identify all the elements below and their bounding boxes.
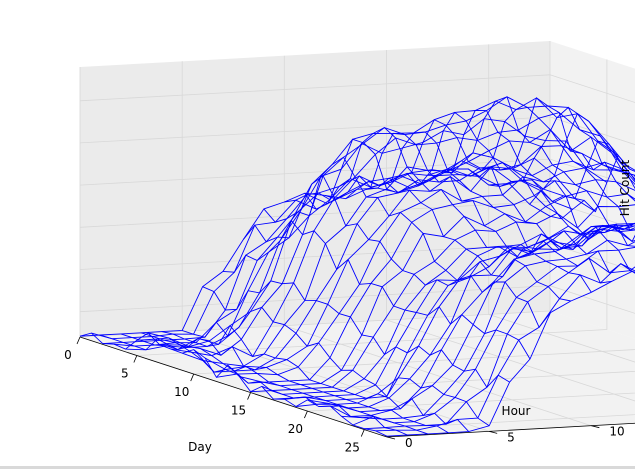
wire-hour-line: [100, 334, 408, 436]
wire-hour-line: [366, 119, 635, 250]
y-tick-mark: [489, 430, 498, 434]
x-gridline: [307, 392, 635, 412]
wire-hour-line: [120, 333, 429, 435]
x-tick-mark: [76, 336, 81, 345]
wire-hour-line: [284, 138, 592, 293]
wire-hour-line: [263, 156, 571, 302]
x-gridline: [364, 414, 635, 430]
wire-hour-line: [141, 332, 449, 434]
z-gridline: [79, 74, 635, 103]
wire-day-line: [216, 161, 635, 378]
x-tick-label: 10: [174, 385, 189, 399]
y-gridline: [488, 44, 635, 363]
wire-hour-line: [529, 140, 635, 205]
wire-hour-line: [325, 132, 633, 274]
x-tick-label: 5: [121, 367, 129, 381]
wire-hour-line: [427, 96, 635, 243]
wire-day-line: [159, 96, 630, 356]
wire-hour-line: [406, 110, 635, 240]
wire-hour-line: [222, 219, 531, 360]
x-tick-label: 25: [345, 441, 360, 455]
wire-hour-line: [447, 106, 635, 231]
wire-day-line: [227, 179, 635, 384]
wire-hour-line: [304, 127, 612, 284]
y-tick-mark: [386, 436, 396, 440]
x-tick-mark: [360, 429, 365, 437]
wire-day-line: [329, 223, 635, 417]
x-tick-mark: [304, 410, 308, 419]
left-back-pane: [80, 41, 550, 337]
x-tick-labels: 0 5 10 15 20 25: [64, 348, 360, 455]
wire-hour-line: [345, 131, 635, 273]
x-tick-mark: [133, 355, 138, 363]
y-tick-label: 0: [405, 436, 413, 450]
wire-day-line: [341, 239, 635, 420]
wireframe-surface: [79, 96, 635, 437]
z-gridline: [79, 116, 635, 146]
x-tick-label: 20: [288, 422, 303, 436]
wire-hour-line: [386, 111, 635, 236]
window-bottom-edge: [0, 466, 635, 469]
axis-lines: [76, 336, 635, 440]
y-axis-line: [386, 422, 635, 438]
wire-hour-line: [488, 106, 635, 190]
x-gridline: [250, 370, 635, 393]
wire-day-line: [182, 129, 635, 367]
z-axis-label: Hit Count: [618, 159, 632, 216]
wire-day-line: [386, 270, 635, 437]
x-tick-label: 15: [231, 404, 246, 418]
wire-day-line: [307, 225, 635, 409]
wire-hour-line: [182, 306, 490, 427]
y-axis-label: Hour: [502, 404, 531, 418]
wire-hour-line: [161, 324, 470, 432]
wire-day-line: [148, 97, 619, 348]
y-tick-label: 5: [507, 430, 515, 444]
wire-hour-line: [202, 280, 510, 389]
x-tick-label: 0: [64, 348, 72, 362]
wire-day-line: [250, 204, 635, 393]
z-gridline: [79, 200, 635, 230]
wire-day-line: [204, 160, 635, 370]
z-gridline: [79, 158, 635, 188]
y-tick-label: 10: [609, 425, 624, 439]
wire-day-line: [239, 190, 635, 387]
x-gridline: [193, 349, 635, 375]
wire-day-line: [125, 152, 596, 351]
wire-day-line: [136, 118, 608, 351]
y-gridline: [386, 50, 635, 402]
wire-day-line: [318, 223, 635, 413]
y-gridline: [181, 61, 490, 432]
x-axis-line: [79, 336, 388, 438]
wire-hour-line: [508, 113, 635, 190]
wire-hour-line: [468, 97, 635, 202]
wire-day-line: [170, 112, 635, 358]
x-tick-mark: [190, 373, 195, 382]
z-gridline: [79, 243, 635, 272]
x-axis-label: Day: [188, 440, 212, 454]
wire-hour-line: [549, 154, 635, 220]
y-tick-mark: [591, 425, 600, 429]
wire-hour-line: [243, 175, 551, 329]
x-tick-mark: [247, 392, 251, 400]
